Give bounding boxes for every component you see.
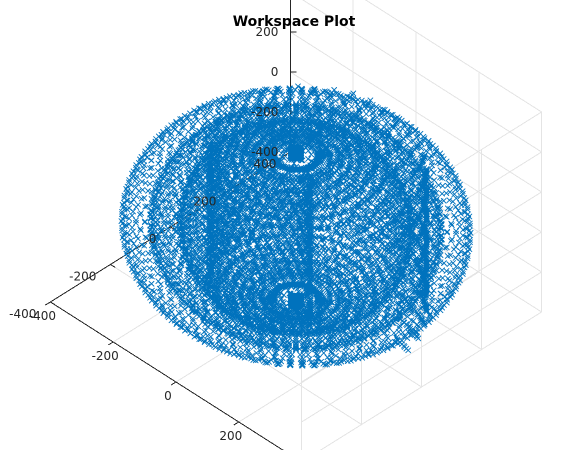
x-tick	[233, 421, 240, 426]
y-tick-label: -200	[69, 270, 96, 284]
x-tick-label: -400	[29, 309, 56, 323]
y-tick-label: 400	[253, 157, 276, 171]
y-tick-label: -400	[9, 307, 36, 321]
y-tick	[110, 264, 116, 268]
chart-title: Workspace Plot	[233, 14, 356, 30]
x-tick	[107, 341, 114, 346]
tick-labels: -400-20002004004002000-200-4006004002000…	[9, 25, 279, 443]
grid-line	[290, 71, 542, 233]
grid-line	[301, 271, 542, 423]
y-tick-label: 200	[193, 195, 216, 209]
x-tick-label: -200	[92, 349, 119, 363]
x-tick	[170, 381, 177, 386]
data-points[interactable]	[118, 83, 474, 369]
grid-line	[290, 31, 542, 193]
y-tick-label: 0	[149, 232, 157, 246]
grid-line	[364, 0, 542, 113]
z-tick-label: -400	[251, 145, 278, 159]
z-tick-label: -200	[251, 105, 278, 119]
z-tick-label: 0	[271, 65, 279, 79]
x-tick-label: 200	[219, 429, 242, 443]
y-tick	[50, 301, 56, 306]
z-tick-label: 200	[255, 25, 278, 39]
x-tick-label: 0	[164, 389, 172, 403]
scatter-markers[interactable]	[118, 83, 474, 369]
grid-line	[319, 311, 542, 450]
x-tick	[45, 301, 51, 306]
grid-line	[302, 0, 542, 153]
